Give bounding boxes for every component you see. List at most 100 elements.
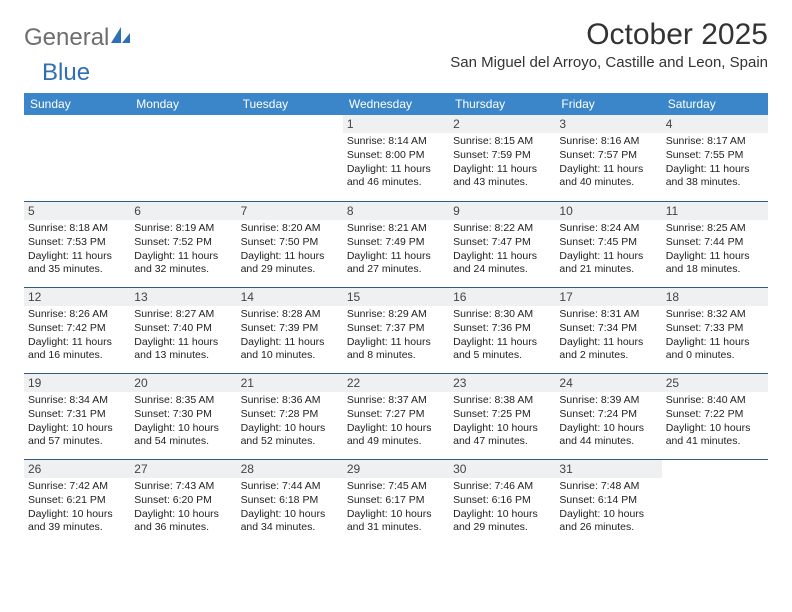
sunrise-line: Sunrise: 8:28 AM [241,308,339,321]
sunset-line: Sunset: 7:31 PM [28,408,126,421]
daylight-line: Daylight: 11 hours and 29 minutes. [241,250,339,276]
day-number: 10 [555,202,661,220]
day-number: 7 [237,202,343,220]
day-number: 8 [343,202,449,220]
day-details: Sunrise: 8:17 AMSunset: 7:55 PMDaylight:… [666,135,764,190]
sunset-line: Sunset: 7:52 PM [134,236,232,249]
day-details: Sunrise: 7:48 AMSunset: 6:14 PMDaylight:… [559,480,657,535]
sunrise-line: Sunrise: 7:44 AM [241,480,339,493]
calendar-week-row: 5Sunrise: 8:18 AMSunset: 7:53 PMDaylight… [24,201,768,287]
calendar-day-cell: 9 Sunrise: 8:22 AMSunset: 7:47 PMDaylight… [449,201,555,287]
day-details: Sunrise: 8:34 AMSunset: 7:31 PMDaylight:… [28,394,126,449]
day-details: Sunrise: 8:14 AMSunset: 8:00 PMDaylight:… [347,135,445,190]
day-details: Sunrise: 7:45 AMSunset: 6:17 PMDaylight:… [347,480,445,535]
day-number: 28 [237,460,343,478]
day-number: 13 [130,288,236,306]
daylight-line: Daylight: 11 hours and 27 minutes. [347,250,445,276]
sunrise-line: Sunrise: 7:42 AM [28,480,126,493]
sunset-line: Sunset: 8:00 PM [347,149,445,162]
sunset-line: Sunset: 7:57 PM [559,149,657,162]
day-number: 4 [662,115,768,133]
calendar-day-cell: 18 Sunrise: 8:32 AMSunset: 7:33 PMDayligh… [662,287,768,373]
sunrise-line: Sunrise: 8:14 AM [347,135,445,148]
sunrise-line: Sunrise: 8:40 AM [666,394,764,407]
day-number: 15 [343,288,449,306]
daylight-line: Daylight: 11 hours and 5 minutes. [453,336,551,362]
calendar-day-cell: 23Sunrise: 8:38 AMSunset: 7:25 PMDayligh… [449,373,555,459]
daylight-line: Daylight: 11 hours and 24 minutes. [453,250,551,276]
day-number: 9 [449,202,555,220]
day-details: Sunrise: 7:42 AMSunset: 6:21 PMDaylight:… [28,480,126,535]
sunset-line: Sunset: 7:27 PM [347,408,445,421]
sunset-line: Sunset: 7:22 PM [666,408,764,421]
sunset-line: Sunset: 7:59 PM [453,149,551,162]
day-number: 14 [237,288,343,306]
day-details: Sunrise: 8:27 AMSunset: 7:40 PMDaylight:… [134,308,232,363]
calendar-day-cell: 6Sunrise: 8:19 AMSunset: 7:52 PMDaylight… [130,201,236,287]
sunset-line: Sunset: 7:33 PM [666,322,764,335]
calendar-week-row: 12Sunrise: 8:26 AMSunset: 7:42 PMDayligh… [24,287,768,373]
weekday-header: Saturday [662,93,768,115]
day-details: Sunrise: 8:32 AMSunset: 7:33 PMDaylight:… [666,308,764,363]
daylight-line: Daylight: 10 hours and 26 minutes. [559,508,657,534]
day-number: 29 [343,460,449,478]
sunrise-line: Sunrise: 8:25 AM [666,222,764,235]
sunset-line: Sunset: 6:14 PM [559,494,657,507]
daylight-line: Daylight: 10 hours and 57 minutes. [28,422,126,448]
daylight-line: Daylight: 10 hours and 44 minutes. [559,422,657,448]
day-number: 20 [130,374,236,392]
day-details: Sunrise: 8:18 AMSunset: 7:53 PMDaylight:… [28,222,126,277]
day-details: Sunrise: 8:20 AMSunset: 7:50 PMDaylight:… [241,222,339,277]
sunrise-line: Sunrise: 8:39 AM [559,394,657,407]
day-details: Sunrise: 8:38 AMSunset: 7:25 PMDaylight:… [453,394,551,449]
day-details: Sunrise: 8:22 AMSunset: 7:47 PMDaylight:… [453,222,551,277]
calendar-day-cell: 12Sunrise: 8:26 AMSunset: 7:42 PMDayligh… [24,287,130,373]
daylight-line: Daylight: 11 hours and 40 minutes. [559,163,657,189]
day-number: 1 [343,115,449,133]
day-number: 22 [343,374,449,392]
day-details: Sunrise: 8:40 AMSunset: 7:22 PMDaylight:… [666,394,764,449]
sunset-line: Sunset: 7:45 PM [559,236,657,249]
day-number: 18 [662,288,768,306]
day-number: 27 [130,460,236,478]
calendar-day-cell: 10 Sunrise: 8:24 AMSunset: 7:45 PMDayligh… [555,201,661,287]
sunrise-line: Sunrise: 8:35 AM [134,394,232,407]
daylight-line: Daylight: 10 hours and 36 minutes. [134,508,232,534]
logo-sail-icon [109,25,131,45]
calendar-day-cell [130,115,236,201]
weekday-header: Monday [130,93,236,115]
sunrise-line: Sunrise: 8:21 AM [347,222,445,235]
day-number: 25 [662,374,768,392]
sunset-line: Sunset: 6:17 PM [347,494,445,507]
daylight-line: Daylight: 11 hours and 0 minutes. [666,336,764,362]
daylight-line: Daylight: 11 hours and 8 minutes. [347,336,445,362]
daylight-line: Daylight: 11 hours and 13 minutes. [134,336,232,362]
day-details: Sunrise: 8:25 AMSunset: 7:44 PMDaylight:… [666,222,764,277]
calendar-week-row: 26Sunrise: 7:42 AMSunset: 6:21 PMDayligh… [24,459,768,545]
daylight-line: Daylight: 10 hours and 49 minutes. [347,422,445,448]
calendar-day-cell: 24Sunrise: 8:39 AMSunset: 7:24 PMDayligh… [555,373,661,459]
logo-text-general: General [24,24,109,52]
sunset-line: Sunset: 7:42 PM [28,322,126,335]
sunset-line: Sunset: 7:44 PM [666,236,764,249]
calendar-day-cell: 22 Sunrise: 8:37 AMSunset: 7:27 PMDayligh… [343,373,449,459]
sunrise-line: Sunrise: 7:43 AM [134,480,232,493]
sunrise-line: Sunrise: 8:37 AM [347,394,445,407]
calendar-day-cell: 5Sunrise: 8:18 AMSunset: 7:53 PMDaylight… [24,201,130,287]
sunset-line: Sunset: 7:53 PM [28,236,126,249]
calendar-day-cell: 8 Sunrise: 8:21 AMSunset: 7:49 PMDaylight… [343,201,449,287]
day-details: Sunrise: 8:24 AMSunset: 7:45 PMDaylight:… [559,222,657,277]
calendar-day-cell: 4 Sunrise: 8:17 AMSunset: 7:55 PMDaylight… [662,115,768,201]
sunset-line: Sunset: 7:49 PM [347,236,445,249]
day-details: Sunrise: 8:31 AMSunset: 7:34 PMDaylight:… [559,308,657,363]
sunset-line: Sunset: 6:21 PM [28,494,126,507]
calendar-day-cell: 14Sunrise: 8:28 AMSunset: 7:39 PMDayligh… [237,287,343,373]
sunrise-line: Sunrise: 8:20 AM [241,222,339,235]
day-number: 21 [237,374,343,392]
sunrise-line: Sunrise: 7:46 AM [453,480,551,493]
sunrise-line: Sunrise: 8:31 AM [559,308,657,321]
day-details: Sunrise: 8:16 AMSunset: 7:57 PMDaylight:… [559,135,657,190]
calendar-week-row: 1Sunrise: 8:14 AMSunset: 8:00 PMDaylight… [24,115,768,201]
day-number: 11 [662,202,768,220]
day-details: Sunrise: 7:46 AMSunset: 6:16 PMDaylight:… [453,480,551,535]
